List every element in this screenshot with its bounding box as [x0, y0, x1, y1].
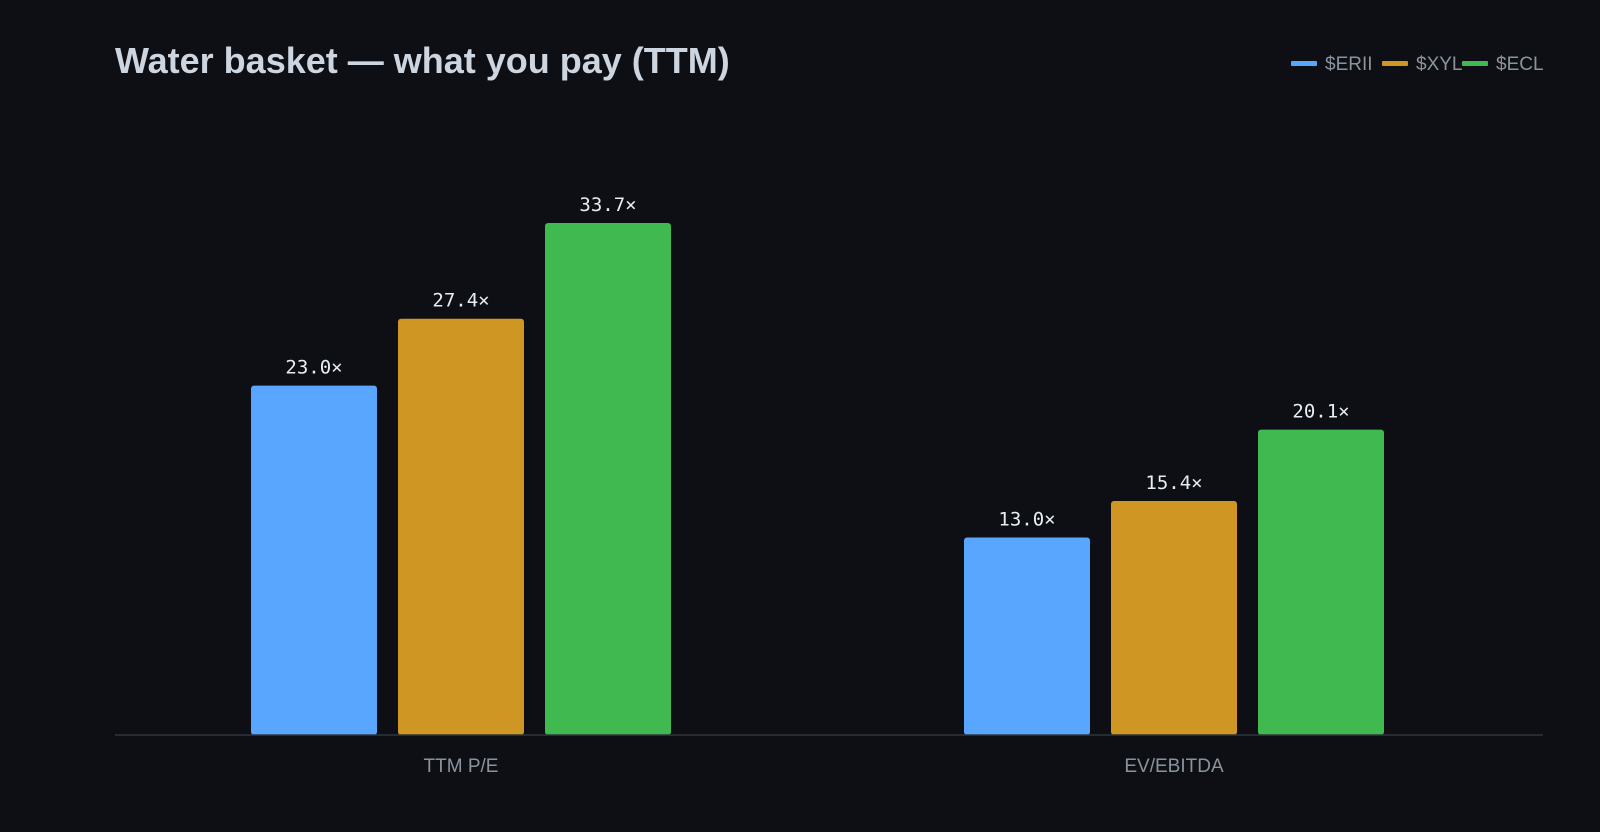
legend-swatch-erii	[1291, 61, 1317, 66]
bar-label-xyl-ttm-p-e: 27.4×	[432, 290, 489, 312]
legend-label-xyl: $XYL	[1416, 54, 1462, 75]
category-labels-group: TTM P/E EV/EBITDA	[424, 756, 1224, 777]
legend-label-erii: $ERII	[1325, 54, 1373, 75]
bar-erii-ttm-p-e	[251, 385, 377, 735]
bar-xyl-ev-ebitda	[1111, 501, 1237, 735]
legend: $ERII $XYL $ECL	[1291, 54, 1544, 75]
bar-label-erii-ev-ebitda: 13.0×	[998, 508, 1055, 530]
category-label-ev-ebitda: EV/EBITDA	[1124, 756, 1224, 777]
legend-label-ecl: $ECL	[1496, 54, 1544, 75]
bar-erii-ev-ebitda	[964, 537, 1090, 735]
bar-ecl-ev-ebitda	[1258, 429, 1384, 735]
bars-group	[251, 223, 1384, 735]
legend-swatch-xyl	[1382, 61, 1408, 66]
bar-label-xyl-ev-ebitda: 15.4×	[1145, 472, 1202, 494]
bar-ecl-ttm-p-e	[545, 223, 671, 735]
bar-label-ecl-ttm-p-e: 33.7×	[579, 194, 636, 216]
bar-label-ecl-ev-ebitda: 20.1×	[1292, 401, 1349, 423]
category-label-ttm-p-e: TTM P/E	[424, 756, 499, 777]
legend-swatch-ecl	[1462, 61, 1488, 66]
bar-label-erii-ttm-p-e: 23.0×	[285, 357, 342, 379]
chart-title: Water basket — what you pay (TTM)	[115, 40, 730, 81]
bar-labels-group: 23.0× 27.4× 33.7× 13.0× 15.4× 20.1×	[285, 194, 1349, 530]
bar-xyl-ttm-p-e	[398, 318, 524, 735]
